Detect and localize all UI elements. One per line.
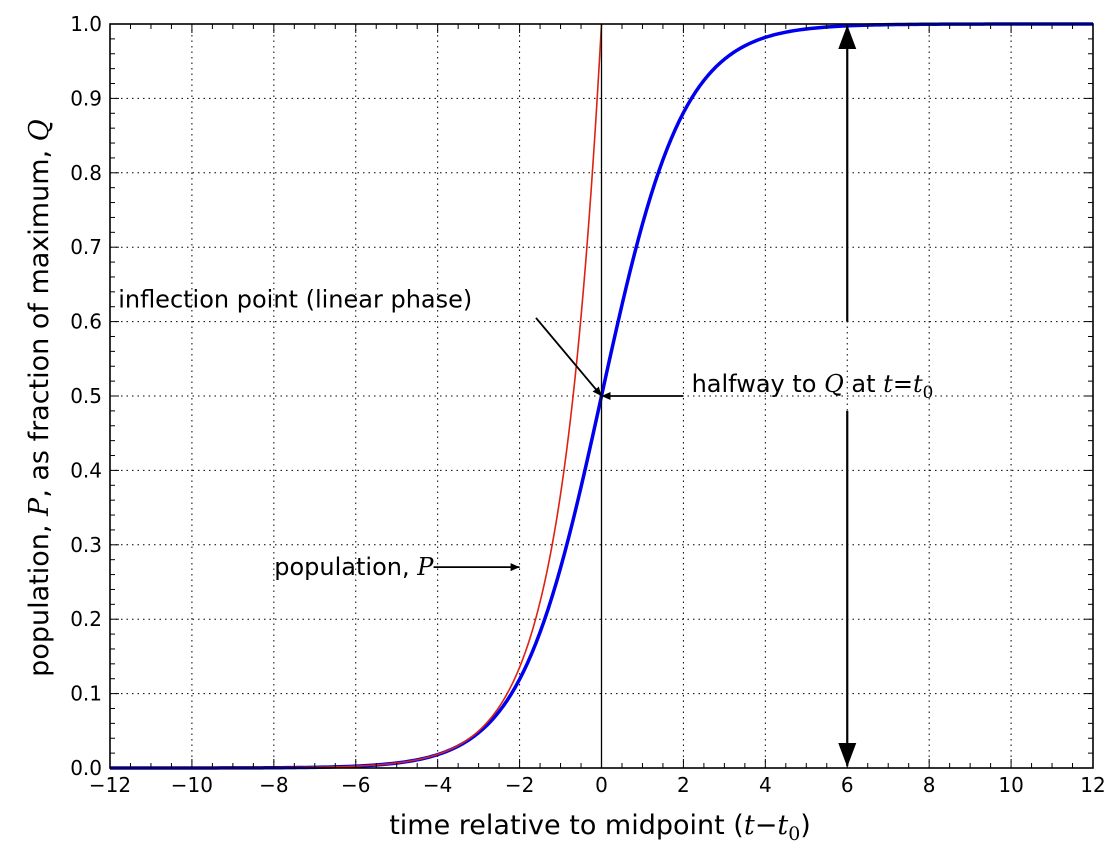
y-tick-label: 0.2 (70, 607, 102, 631)
range-arrow-top-head (838, 25, 857, 49)
annotation-population-text: population, P (274, 553, 434, 581)
x-tick-label: −2 (505, 773, 534, 797)
y-tick-label: 0.3 (70, 533, 102, 557)
y-tick-label: 0.0 (70, 756, 102, 780)
annotation-halfway-t0-sub: 0 (923, 382, 934, 402)
y-tick-label: 1.0 (70, 12, 102, 36)
x-axis-label-t0-sub: 0 (788, 823, 800, 845)
axes: −12 −10 −8 −6 −4 −2 0 2 4 6 8 10 12 0.0 0.1 0.2 0.3 0.4 0.… (70, 12, 1106, 797)
x-tick-label: −4 (423, 773, 452, 797)
annotation-halfway-mid: at (844, 370, 883, 398)
y-tick-label: 0.9 (70, 86, 102, 110)
annotation-halfway-q: Q (824, 370, 844, 398)
x-axis-label-t: t (744, 810, 755, 841)
x-axis-label-suffix: ) (800, 810, 811, 841)
y-tick-label: 0.8 (70, 161, 102, 185)
inflection-arrow (535, 317, 603, 397)
x-axis-label: time relative to midpoint (t−t0) (389, 810, 811, 845)
annotation-halfway-eq: = (893, 370, 913, 398)
y-axis-label-p: P (24, 497, 55, 517)
annotation-inflection-text: inflection point (linear phase) (118, 285, 472, 313)
x-tick-label: 2 (677, 773, 690, 797)
x-tick-label: 10 (998, 773, 1023, 797)
x-tick-label: 0 (595, 773, 608, 797)
x-tick-label: −8 (259, 773, 288, 797)
x-axis-label-prefix: time relative to midpoint ( (389, 810, 744, 841)
x-tick-label: −6 (341, 773, 370, 797)
annotation-halfway-prefix: halfway to (692, 370, 825, 398)
y-axis-label-mid: , as fraction of maximum, (24, 141, 55, 497)
x-axis-label-minus: − (755, 810, 778, 841)
y-axis-label-q: Q (24, 119, 55, 141)
x-tick-label: 12 (1080, 773, 1105, 797)
range-arrow-bottom-head (838, 743, 857, 767)
x-tick-label: −12 (89, 773, 131, 797)
y-tick-label: 0.7 (70, 235, 102, 259)
x-tick-label: 6 (841, 773, 854, 797)
x-tick-label: −10 (171, 773, 213, 797)
annotations (433, 25, 857, 767)
annotation-population-prefix: population, (274, 553, 417, 581)
annotation-halfway-t: t (883, 370, 893, 398)
annotation-halfway-t0: t (913, 370, 923, 398)
y-axis-label: population, P, as fraction of maximum, Q (24, 119, 55, 677)
annotation-halfway-text: halfway to Q at t=t0 (692, 370, 934, 402)
x-axis-label-t0: t (777, 810, 788, 841)
y-tick-label: 0.6 (70, 310, 102, 334)
y-axis-label-prefix: population, (24, 516, 55, 677)
x-tick-label: 8 (923, 773, 936, 797)
x-tick-label: 4 (759, 773, 772, 797)
y-tick-label: 0.4 (70, 458, 102, 482)
y-tick-label: 0.5 (70, 384, 102, 408)
series-exponential-line (110, 23, 603, 769)
y-tick-label: 0.1 (70, 682, 102, 706)
annotation-population-p: P (416, 553, 434, 581)
